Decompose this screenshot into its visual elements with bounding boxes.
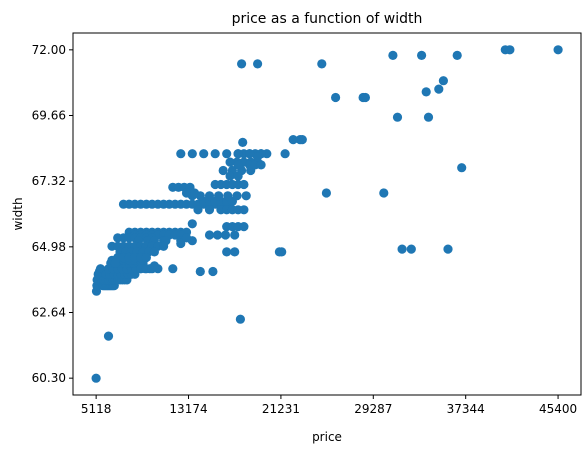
x-axis-label: price: [312, 430, 342, 444]
data-point: [230, 247, 240, 257]
data-point: [434, 84, 444, 94]
data-point: [317, 59, 327, 69]
y-tick-label: 69.66: [32, 109, 66, 123]
data-point: [95, 264, 106, 274]
data-point: [149, 247, 159, 257]
data-point: [233, 171, 243, 181]
x-tick-label: 29287: [354, 402, 392, 416]
y-axis-label: width: [11, 197, 25, 230]
data-point: [204, 205, 215, 215]
x-tick-label: 13174: [169, 402, 207, 416]
x-tick-label: 37344: [447, 402, 485, 416]
data-point: [457, 163, 467, 173]
y-tick-label: 60.30: [32, 371, 66, 385]
data-point: [91, 373, 101, 383]
data-point: [168, 264, 178, 274]
data-point: [159, 241, 169, 251]
data-point: [452, 50, 462, 61]
data-point: [553, 45, 563, 55]
data-point: [204, 191, 215, 201]
data-point: [379, 188, 389, 198]
data-point: [149, 261, 159, 271]
data-point: [360, 92, 370, 103]
data-point: [438, 76, 448, 86]
data-point: [190, 188, 200, 198]
chart-title: price as a function of width: [232, 11, 423, 27]
x-tick-label: 21231: [262, 402, 300, 416]
data-point: [505, 45, 515, 55]
data-point: [212, 230, 223, 240]
data-point: [417, 50, 427, 61]
data-point: [238, 137, 248, 147]
data-point: [225, 171, 235, 181]
data-point: [245, 149, 255, 159]
data-point: [181, 188, 192, 198]
data-point: [288, 135, 298, 145]
y-tick-label: 67.32: [32, 174, 66, 188]
data-point: [232, 191, 242, 201]
plot-area: [72, 32, 582, 396]
y-axis-ticks: 60.30 62.64 64.98 67.32 69.66 72.00: [32, 43, 73, 385]
y-tick-label: 64.98: [32, 240, 66, 254]
data-point: [253, 59, 263, 69]
x-axis-ticks: 5118 13174 21231 29287 37344 45400: [81, 395, 577, 416]
data-point: [280, 149, 290, 159]
data-point: [421, 87, 431, 97]
data-point: [210, 149, 220, 159]
data-point: [181, 233, 192, 243]
data-point: [388, 50, 398, 61]
data-point: [193, 205, 203, 215]
data-point: [103, 331, 114, 341]
data-point: [239, 222, 249, 232]
data-point: [195, 266, 205, 277]
data-point: [237, 59, 247, 69]
y-tick-label: 72.00: [32, 43, 66, 57]
data-point: [187, 219, 197, 229]
data-point: [443, 244, 453, 254]
data-point: [230, 230, 240, 240]
data-point: [187, 149, 197, 159]
data-point: [222, 149, 232, 159]
data-point: [141, 252, 151, 263]
data-point: [256, 160, 266, 170]
x-tick-label: 5118: [81, 402, 112, 416]
data-point: [392, 112, 403, 122]
data-point: [110, 258, 120, 268]
data-point: [176, 238, 186, 249]
data-point: [214, 191, 224, 201]
data-point: [397, 244, 407, 254]
data-point: [218, 165, 228, 176]
data-points: [91, 45, 563, 383]
data-point: [233, 149, 243, 159]
data-point: [235, 314, 245, 324]
data-point: [331, 92, 341, 103]
data-point: [176, 149, 186, 159]
data-point: [406, 244, 416, 254]
data-point: [239, 205, 249, 215]
data-point: [239, 179, 249, 190]
data-point: [233, 160, 243, 170]
data-point: [423, 112, 434, 122]
data-point: [241, 191, 251, 201]
data-point: [220, 230, 231, 240]
data-point: [222, 247, 232, 257]
data-point: [204, 230, 215, 240]
data-point: [208, 266, 218, 277]
data-point: [223, 191, 233, 201]
data-point: [277, 247, 287, 257]
y-tick-label: 62.64: [32, 305, 66, 319]
data-point: [225, 157, 235, 167]
data-point: [297, 135, 307, 145]
data-point: [253, 151, 263, 162]
data-point: [199, 149, 209, 159]
data-point: [321, 188, 331, 198]
x-tick-label: 45400: [539, 402, 577, 416]
